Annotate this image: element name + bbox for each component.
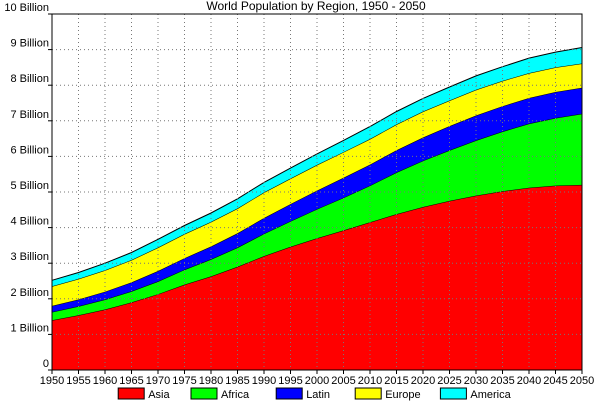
x-tick-label: 1980 [199, 375, 223, 387]
legend-swatch-america [439, 387, 467, 400]
x-tick-label: 1970 [146, 375, 170, 387]
area-series-line-america [51, 47, 583, 281]
x-tick-label: 2000 [305, 375, 329, 387]
y-tick-label: 7 Billion [10, 109, 49, 121]
y-tick-label: 2 Billion [10, 287, 49, 299]
x-tick-label: 2040 [517, 375, 541, 387]
x-tick-label: 2025 [437, 375, 461, 387]
y-tick-label: 3 Billion [10, 251, 49, 263]
legend-label-asia: Asia [148, 389, 170, 401]
area-layer [51, 47, 583, 370]
x-tick-label: 2010 [358, 375, 382, 387]
x-tick-label: 1960 [93, 375, 117, 387]
legend-label-europe: Europe [385, 389, 420, 401]
x-tick-label: 2005 [331, 375, 355, 387]
axis-layer: 0 1 Billion 2 Billion 3 Billion 4 Billion 5 B… [4, 2, 594, 387]
y-tick-label: 1 Billion [10, 322, 49, 334]
y-tick-label: 4 Billion [10, 216, 49, 228]
y-tick-label: 9 Billion [10, 38, 49, 50]
x-tick-label: 2035 [490, 375, 514, 387]
legend-swatch-asia [117, 387, 145, 400]
x-tick-label: 2045 [543, 375, 567, 387]
legend-swatch-africa [190, 387, 218, 400]
y-tick-label: 8 Billion [10, 73, 49, 85]
legend-swatch-europe [354, 387, 382, 400]
x-tick-label: 1975 [172, 375, 196, 387]
area-series-asia [52, 184, 582, 370]
x-tick-label: 1965 [119, 375, 143, 387]
area-series-latin [52, 87, 582, 312]
y-tick-label: 5 Billion [10, 180, 49, 192]
x-tick-label: 1985 [225, 375, 249, 387]
x-tick-label: 2030 [464, 375, 488, 387]
x-tick-label: 1950 [40, 375, 64, 387]
legend: Asia Africa Latin Europe America [117, 387, 512, 401]
x-tick-label: 1955 [66, 375, 90, 387]
x-tick-label: 2050 [570, 375, 594, 387]
area-series-africa [52, 113, 582, 321]
area-series-europe [52, 63, 582, 306]
x-tick-label: 1990 [252, 375, 276, 387]
y-tick-label: 6 Billion [10, 144, 49, 156]
legend-label-africa: Africa [221, 389, 250, 401]
grid-layer [52, 14, 582, 370]
legend-label-latin: Latin [306, 389, 330, 401]
x-tick-label: 2020 [411, 375, 435, 387]
y-tick-label: 0 [43, 358, 49, 370]
chart-title: World Population by Region, 1950 - 2050 [206, 0, 426, 13]
legend-swatch-latin [275, 387, 303, 400]
legend-label-america: America [470, 389, 511, 401]
x-tick-label: 2015 [384, 375, 408, 387]
y-tick-label: 10 Billion [4, 2, 49, 14]
x-tick-label: 1995 [278, 375, 302, 387]
